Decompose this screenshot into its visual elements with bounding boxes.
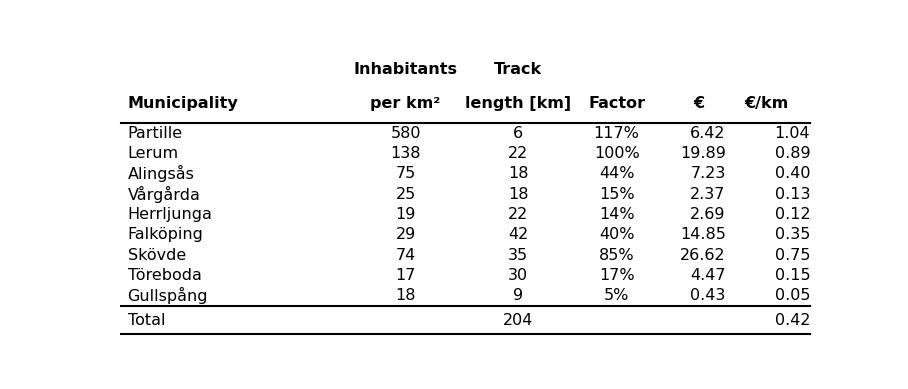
- Text: Factor: Factor: [588, 96, 646, 111]
- Text: 1.04: 1.04: [775, 126, 810, 141]
- Text: 85%: 85%: [599, 247, 635, 263]
- Text: 2.69: 2.69: [690, 207, 725, 222]
- Text: 25: 25: [395, 187, 416, 202]
- Text: Municipality: Municipality: [127, 96, 238, 111]
- Text: Herrljunga: Herrljunga: [127, 207, 212, 222]
- Text: 17%: 17%: [599, 268, 635, 283]
- Text: 0.43: 0.43: [690, 288, 725, 303]
- Text: Track: Track: [494, 62, 542, 77]
- Text: 74: 74: [395, 247, 416, 263]
- Text: 0.13: 0.13: [775, 187, 810, 202]
- Text: 30: 30: [508, 268, 528, 283]
- Text: 18: 18: [508, 166, 528, 181]
- Text: Falköping: Falköping: [127, 227, 203, 242]
- Text: Alingsås: Alingsås: [127, 165, 194, 182]
- Text: 35: 35: [508, 247, 528, 263]
- Text: 4.47: 4.47: [690, 268, 725, 283]
- Text: 14%: 14%: [599, 207, 635, 222]
- Text: 2.37: 2.37: [690, 187, 725, 202]
- Text: length [km]: length [km]: [465, 96, 571, 111]
- Text: 75: 75: [395, 166, 416, 181]
- Text: Vårgårda: Vårgårda: [127, 186, 201, 203]
- Text: 204: 204: [503, 312, 533, 328]
- Text: 29: 29: [395, 227, 416, 242]
- Text: 117%: 117%: [594, 126, 639, 141]
- Text: 17: 17: [395, 268, 416, 283]
- Text: 138: 138: [390, 146, 420, 161]
- Text: 26.62: 26.62: [680, 247, 725, 263]
- Text: Skövde: Skövde: [127, 247, 186, 263]
- Text: 18: 18: [395, 288, 416, 303]
- Text: 9: 9: [513, 288, 523, 303]
- Text: 14.85: 14.85: [680, 227, 725, 242]
- Text: 0.42: 0.42: [775, 312, 810, 328]
- Text: Inhabitants: Inhabitants: [353, 62, 458, 77]
- Text: 19: 19: [395, 207, 416, 222]
- Text: Gullspång: Gullspång: [127, 287, 208, 304]
- Text: Lerum: Lerum: [127, 146, 179, 161]
- Text: 0.35: 0.35: [775, 227, 810, 242]
- Text: 42: 42: [508, 227, 528, 242]
- Text: per km²: per km²: [370, 96, 440, 111]
- Text: 0.15: 0.15: [775, 268, 810, 283]
- Text: 22: 22: [508, 146, 528, 161]
- Text: 5%: 5%: [604, 288, 629, 303]
- Text: 19.89: 19.89: [680, 146, 725, 161]
- Text: Partille: Partille: [127, 126, 183, 141]
- Text: 7.23: 7.23: [690, 166, 725, 181]
- Text: Töreboda: Töreboda: [127, 268, 202, 283]
- Text: 0.89: 0.89: [775, 146, 810, 161]
- Text: €: €: [694, 96, 705, 111]
- Text: 0.40: 0.40: [775, 166, 810, 181]
- Text: 15%: 15%: [599, 187, 635, 202]
- Text: 0.75: 0.75: [775, 247, 810, 263]
- Text: 40%: 40%: [599, 227, 635, 242]
- Text: 0.05: 0.05: [775, 288, 810, 303]
- Text: 580: 580: [390, 126, 420, 141]
- Text: 22: 22: [508, 207, 528, 222]
- Text: 18: 18: [508, 187, 528, 202]
- Text: Total: Total: [127, 312, 165, 328]
- Text: 6.42: 6.42: [690, 126, 725, 141]
- Text: 100%: 100%: [594, 146, 639, 161]
- Text: 44%: 44%: [599, 166, 635, 181]
- Text: 6: 6: [513, 126, 523, 141]
- Text: 0.12: 0.12: [775, 207, 810, 222]
- Text: €/km: €/km: [745, 96, 789, 111]
